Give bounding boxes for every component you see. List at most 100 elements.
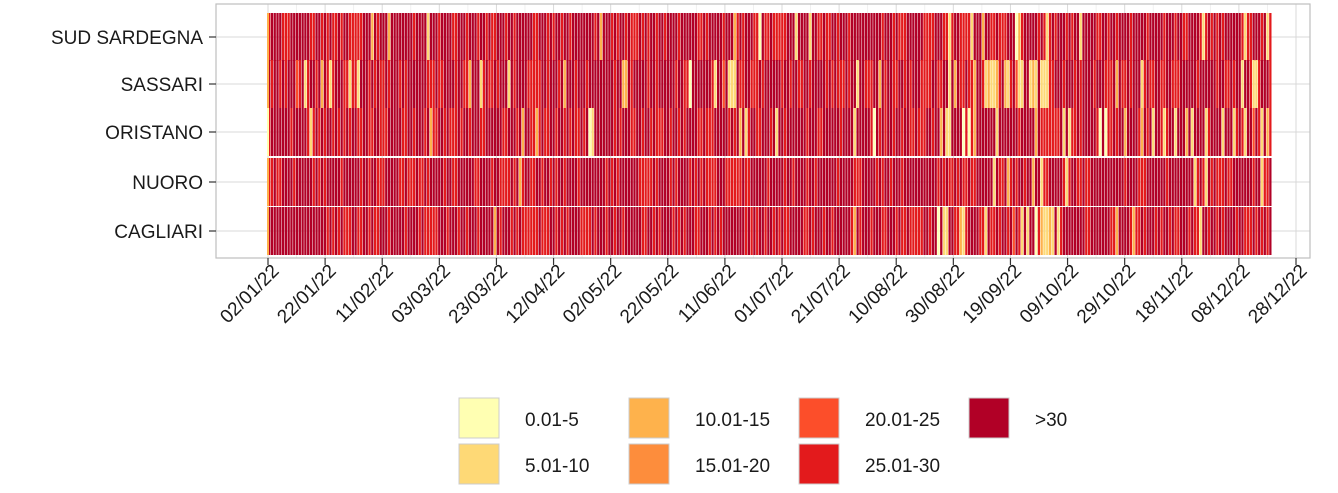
heatmap-cell (613, 108, 617, 156)
heatmap-cell (505, 158, 508, 206)
heatmap-cell (730, 60, 734, 108)
heatmap-cell (290, 108, 293, 156)
heatmap-cell (764, 60, 767, 108)
heatmap-cell (934, 60, 937, 108)
heatmap-cell (664, 158, 667, 206)
heatmap-cell (806, 13, 809, 61)
heatmap-cell (867, 13, 870, 61)
heatmap-cell (301, 207, 304, 255)
heatmap-cell (797, 60, 801, 108)
heatmap-cell (468, 207, 472, 255)
heatmap-cell (466, 13, 469, 61)
heatmap-cell (970, 108, 974, 156)
heatmap-cell (691, 108, 695, 156)
heatmap-cell (664, 60, 667, 108)
heatmap-cell (326, 108, 329, 156)
heatmap-cell (1051, 207, 1054, 255)
heatmap-cell (906, 13, 909, 61)
heatmap-cell (284, 108, 288, 156)
heatmap-cell (563, 158, 566, 206)
heatmap-cell (407, 158, 410, 206)
heatmap-cell (1252, 158, 1255, 206)
heatmap-cell (1121, 207, 1124, 255)
heatmap-cell (594, 158, 597, 206)
heatmap-cell (544, 60, 547, 108)
heatmap-cell (1216, 60, 1219, 108)
heatmap-cell (1129, 108, 1133, 156)
heatmap-cell (466, 207, 469, 255)
heatmap-cell (853, 13, 856, 61)
heatmap-cell (881, 60, 884, 108)
heatmap-cell (758, 13, 762, 61)
heatmap-cell (984, 13, 988, 61)
heatmap-cell (304, 60, 307, 108)
heatmap-cell (326, 13, 329, 61)
heatmap-cell (733, 60, 737, 108)
heatmap-cell (1202, 158, 1205, 206)
heatmap-cell (393, 13, 396, 61)
legend-key (628, 397, 670, 439)
heatmap-cell (429, 207, 433, 255)
heatmap-cell (1224, 207, 1227, 255)
heatmap-cell (1266, 60, 1269, 108)
heatmap-cell (1221, 207, 1225, 255)
heatmap-cell (295, 13, 299, 61)
heatmap-cell (700, 13, 703, 61)
heatmap-cell (566, 207, 569, 255)
heatmap-cell (1171, 207, 1174, 255)
heatmap-cell (1065, 207, 1068, 255)
heatmap-cell (998, 158, 1001, 206)
heatmap-cell (273, 60, 276, 108)
heatmap-cell (371, 158, 374, 206)
heatmap-cell (524, 158, 527, 206)
heatmap-cell (326, 158, 329, 206)
heatmap-cell (410, 158, 413, 206)
heatmap-cell (984, 158, 988, 206)
heatmap-cell (940, 158, 943, 206)
heatmap-cell (1115, 108, 1119, 156)
heatmap-cell (770, 158, 773, 206)
heatmap-cell (270, 207, 274, 255)
heatmap-cell (1037, 13, 1041, 61)
heatmap-cell (1258, 60, 1261, 108)
heatmap-cell (532, 207, 536, 255)
heatmap-cell (842, 207, 845, 255)
heatmap-cell (1071, 158, 1074, 206)
heatmap-cell (875, 108, 879, 156)
heatmap-cell (622, 158, 625, 206)
heatmap-cell (471, 13, 474, 61)
heatmap-cell (934, 108, 937, 156)
heatmap-cell (382, 158, 385, 206)
heatmap-cell (814, 158, 817, 206)
heatmap-cell (1104, 13, 1107, 61)
heatmap-cell (532, 158, 536, 206)
heatmap-cell (410, 13, 413, 61)
heatmap-cell (354, 108, 357, 156)
heatmap-cell (318, 108, 321, 156)
heatmap-cell (351, 13, 354, 61)
heatmap-cell (1152, 13, 1155, 61)
heatmap-cell (1040, 207, 1043, 255)
heatmap-cell (1026, 108, 1029, 156)
heatmap-cell (1252, 60, 1255, 108)
heatmap-cell (624, 13, 628, 61)
heatmap-cell (569, 158, 572, 206)
heatmap-cell (1138, 207, 1141, 255)
heatmap-cell (1227, 108, 1230, 156)
heatmap-cell (390, 13, 393, 61)
heatmap-cell (1235, 60, 1239, 108)
heatmap-cell (889, 108, 893, 156)
heatmap-cell (638, 60, 642, 108)
heatmap-cell (560, 108, 564, 156)
heatmap-cell (781, 158, 784, 206)
heatmap-cell (1048, 60, 1052, 108)
heatmap-cell (655, 108, 658, 156)
heatmap-cell (329, 158, 332, 206)
heatmap-cell (1087, 60, 1091, 108)
heatmap-cell (468, 13, 472, 61)
heatmap-cell (708, 108, 711, 156)
heatmap-cell (870, 108, 873, 156)
heatmap-cell (680, 108, 684, 156)
heatmap-cell (650, 207, 653, 255)
heatmap-cell (831, 60, 834, 108)
